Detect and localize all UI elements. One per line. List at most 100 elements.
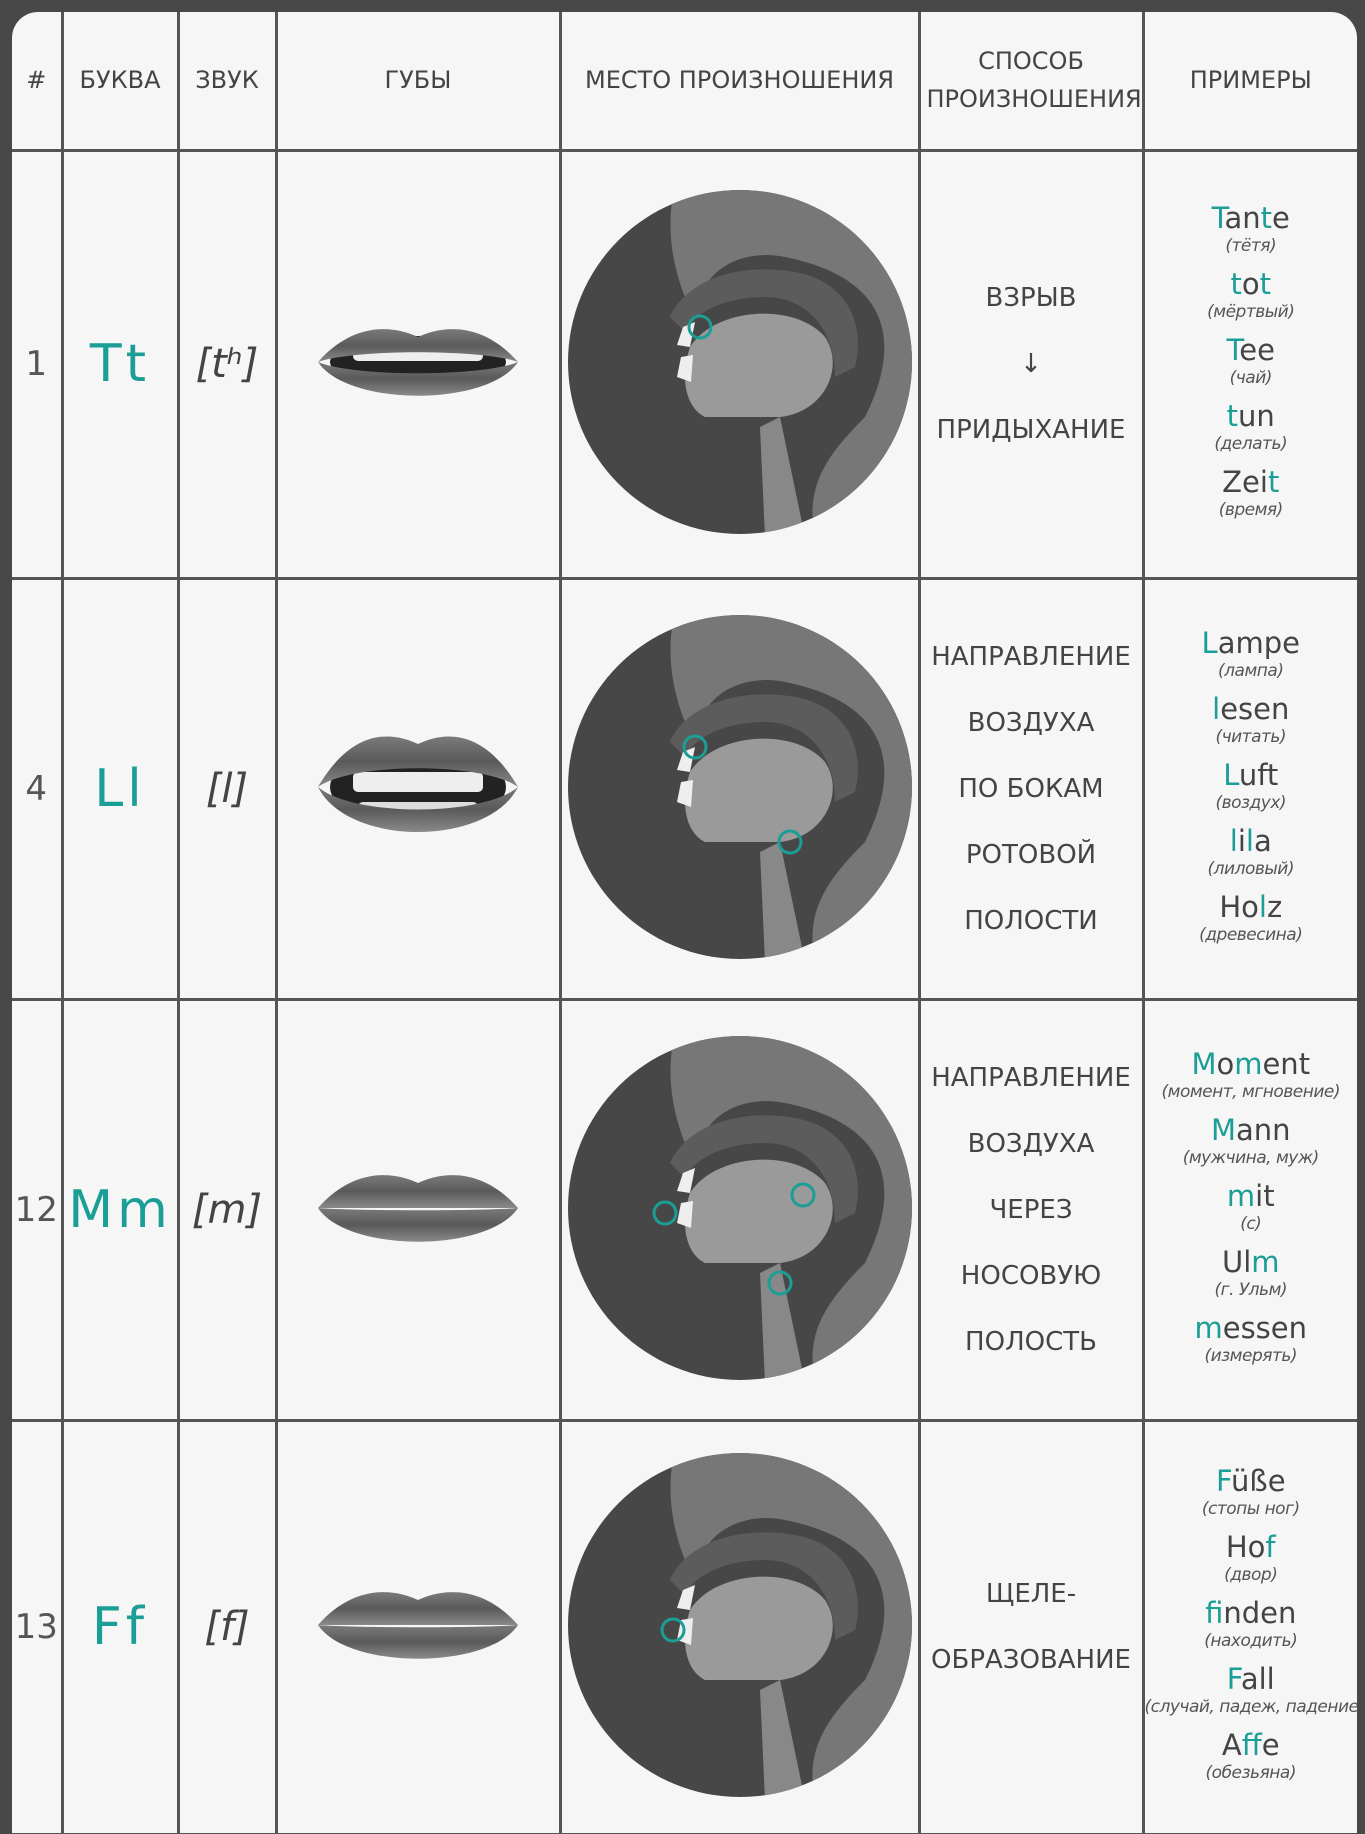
example-translation: (находить) — [1204, 1631, 1298, 1651]
example: Zeit (время) — [1145, 465, 1358, 521]
examples-cell: Lampe (лампа) lesen (читать) Luft (воздух) lil… — [1141, 576, 1358, 1001]
manner-line: НОСОВУЮ — [960, 1260, 1102, 1291]
place-cell — [558, 1418, 921, 1834]
manner-line: ПО БОКАМ — [958, 773, 1104, 804]
header-cell: # — [12, 12, 64, 152]
word-part: m — [1251, 1244, 1280, 1279]
word-part: l — [1229, 823, 1238, 858]
example-word: Zeit — [1145, 465, 1358, 499]
header-cell: БУКВА — [60, 12, 180, 152]
example-translation: (чай) — [1229, 368, 1273, 388]
word-part: a — [1253, 823, 1272, 858]
example-translation: (с) — [1240, 1213, 1262, 1234]
example-word: Ulm — [1145, 1245, 1358, 1279]
example: messen (измерять) — [1145, 1311, 1358, 1367]
row-number: 12 — [12, 997, 64, 1422]
letter: Tt — [60, 148, 180, 580]
example: Fall (случай, падеж, падение) — [1145, 1662, 1358, 1718]
manner-line: ПРИДЫХАНИЕ — [936, 415, 1126, 445]
lips-image — [318, 735, 518, 832]
examples-cell: Moment (момент, мгновение) Mann (мужчина, м… — [1141, 997, 1358, 1422]
word-part: A — [1221, 1728, 1242, 1762]
word-part: i — [1237, 823, 1246, 858]
word-part: z — [1266, 889, 1283, 924]
word-part: t — [1230, 267, 1242, 301]
header-cell: СПОСОБ ПРОИЗНОШЕНИЯ — [917, 12, 1145, 152]
example-word: Tante — [1145, 201, 1358, 235]
examples-cell: Füße (стопы ног) Hof (двор) finden (находить)… — [1141, 1418, 1358, 1834]
manner-line: ПОЛОСТЬ — [965, 1326, 1097, 1357]
sound-row: 1 Tt [tʰ] ВЗРЫВ ↓ ПРИДЫХАНИЕ Tante (тётя) tot (м… — [12, 148, 1358, 580]
sound: [f] — [176, 1418, 278, 1834]
example-word: tot — [1145, 267, 1358, 301]
example-translation: (обезьяна) — [1205, 1763, 1297, 1783]
example: Moment (момент, мгновение) — [1145, 1047, 1358, 1103]
example: mit (с) — [1145, 1179, 1358, 1235]
example-translation: (делать) — [1214, 434, 1288, 454]
manner-line: ВОЗДУХА — [967, 707, 1095, 738]
manner-line: ВЗРЫВ — [985, 283, 1077, 313]
word-part: T — [1211, 201, 1225, 235]
word-part: essen — [1222, 1310, 1308, 1345]
articulation-diagram — [567, 190, 912, 534]
lips-image — [318, 329, 518, 396]
word-part: f — [1205, 1596, 1224, 1630]
example: tun (делать) — [1145, 399, 1358, 455]
manner-line: НАПРАВЛЕНИЕ — [931, 641, 1131, 672]
row-number: 13 — [12, 1418, 64, 1834]
word-part: t — [1226, 399, 1239, 433]
example: Hof (двор) — [1145, 1530, 1358, 1586]
manner-line: ВОЗДУХА — [967, 1128, 1095, 1159]
word-part: all — [1240, 1662, 1275, 1696]
word-part: un — [1238, 399, 1275, 433]
example-translation: (древесина) — [1199, 924, 1303, 945]
example-translation: (измерять) — [1204, 1345, 1298, 1366]
example: Tee (чай) — [1145, 333, 1358, 389]
lips-cell — [274, 576, 562, 1001]
word-part: M — [1210, 1112, 1236, 1147]
word-part: m — [1226, 1178, 1256, 1213]
manner-line: ПОЛОСТИ — [964, 905, 1098, 936]
example: Affe (обезьяна) — [1145, 1728, 1358, 1784]
example-translation: (мужчина, муж) — [1182, 1147, 1320, 1168]
example-translation: (момент, мгновение) — [1161, 1081, 1341, 1102]
letter: Ff — [60, 1418, 180, 1834]
word-part: l — [1245, 823, 1254, 858]
manner-line: ОБРАЗОВАНИЕ — [931, 1645, 1131, 1675]
example: lila (лиловый) — [1145, 824, 1358, 880]
example-translation: (мёртвый) — [1207, 302, 1295, 322]
word-part: l — [1212, 691, 1221, 726]
word-part: üße — [1231, 1464, 1286, 1498]
manner-line: ↓ — [1020, 349, 1042, 379]
example-word: lila — [1145, 824, 1358, 858]
example-translation: (г. Ульм) — [1214, 1279, 1288, 1300]
example: Lampe (лампа) — [1145, 626, 1358, 682]
sound-row: 4 Ll [l] НАПРАВЛЕНИЕ ВОЗДУХА ПО БОКАМ РОТОВОЙ… — [12, 576, 1358, 1001]
word-part: m — [1234, 1046, 1263, 1081]
word-part: Ho — [1225, 1530, 1266, 1564]
header-cell: МЕСТО ПРОИЗНОШЕНИЯ — [558, 12, 921, 152]
row-number: 1 — [12, 148, 64, 580]
letter: Mm — [60, 997, 180, 1422]
word-part: Ho — [1219, 889, 1259, 924]
word-part: ee — [1239, 333, 1275, 367]
word-part: T — [1226, 333, 1240, 367]
lips-cell — [274, 1418, 562, 1834]
example: tot (мёртвый) — [1145, 267, 1358, 323]
manner-cell: ВЗРЫВ ↓ ПРИДЫХАНИЕ — [917, 148, 1145, 580]
example-translation: (случай, падеж, падение) — [1144, 1697, 1358, 1717]
header-cell: ПРИМЕРЫ — [1141, 12, 1357, 152]
sound: [tʰ] — [176, 148, 278, 580]
word-part: Ul — [1221, 1244, 1252, 1279]
lips-image — [318, 1592, 518, 1659]
example-word: Holz — [1145, 890, 1358, 924]
example-word: Affe — [1145, 1728, 1358, 1762]
example-translation: (двор) — [1224, 1565, 1278, 1585]
word-part: o — [1241, 267, 1260, 301]
phonetics-table: # БУКВА ЗВУК ГУБЫ МЕСТО ПРОИЗНОШЕНИЯ СПОСОБ П… — [12, 12, 1357, 1834]
word-part: esen — [1220, 691, 1290, 726]
example-translation: (лиловый) — [1207, 858, 1295, 879]
manner-cell: НАПРАВЛЕНИЕ ВОЗДУХА ЧЕРЕЗ НОСОВУЮ ПОЛОСТЬ — [917, 997, 1145, 1422]
articulation-diagram — [567, 1453, 912, 1797]
